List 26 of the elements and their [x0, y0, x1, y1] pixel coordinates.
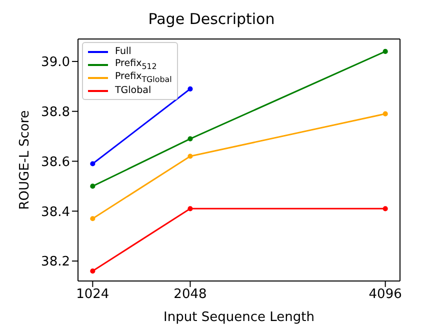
y-tick-label: 38.8 [41, 104, 70, 120]
legend-label: Prefix$_{512}$ [115, 58, 157, 71]
legend-label: Prefix$_{TGlobal}$ [115, 71, 172, 84]
point [90, 268, 96, 274]
point [382, 48, 388, 54]
point [188, 86, 193, 92]
point [90, 216, 96, 222]
x-tick-label: 2048 [174, 287, 207, 302]
point [188, 154, 193, 159]
point [382, 111, 388, 116]
point [90, 184, 96, 189]
y-tick-label: 38.2 [41, 254, 70, 270]
y-axis-title: ROUGE-L Score [18, 110, 33, 210]
x-tick-label: 1024 [76, 287, 110, 302]
point [188, 206, 193, 212]
point [382, 206, 388, 212]
point [90, 161, 96, 166]
chart-title: Page Description [147, 9, 276, 30]
legend-label: Full [115, 46, 132, 57]
x-axis-title: Input Sequence Length [164, 310, 314, 325]
y-tick-label: 38.4 [41, 204, 70, 220]
y-tick-label: 38.6 [41, 154, 70, 170]
x-tick-label: 4096 [368, 287, 402, 302]
legend-label: TGlobal [115, 85, 152, 96]
y-tick-label: 39.0 [41, 55, 70, 70]
point [188, 136, 193, 142]
